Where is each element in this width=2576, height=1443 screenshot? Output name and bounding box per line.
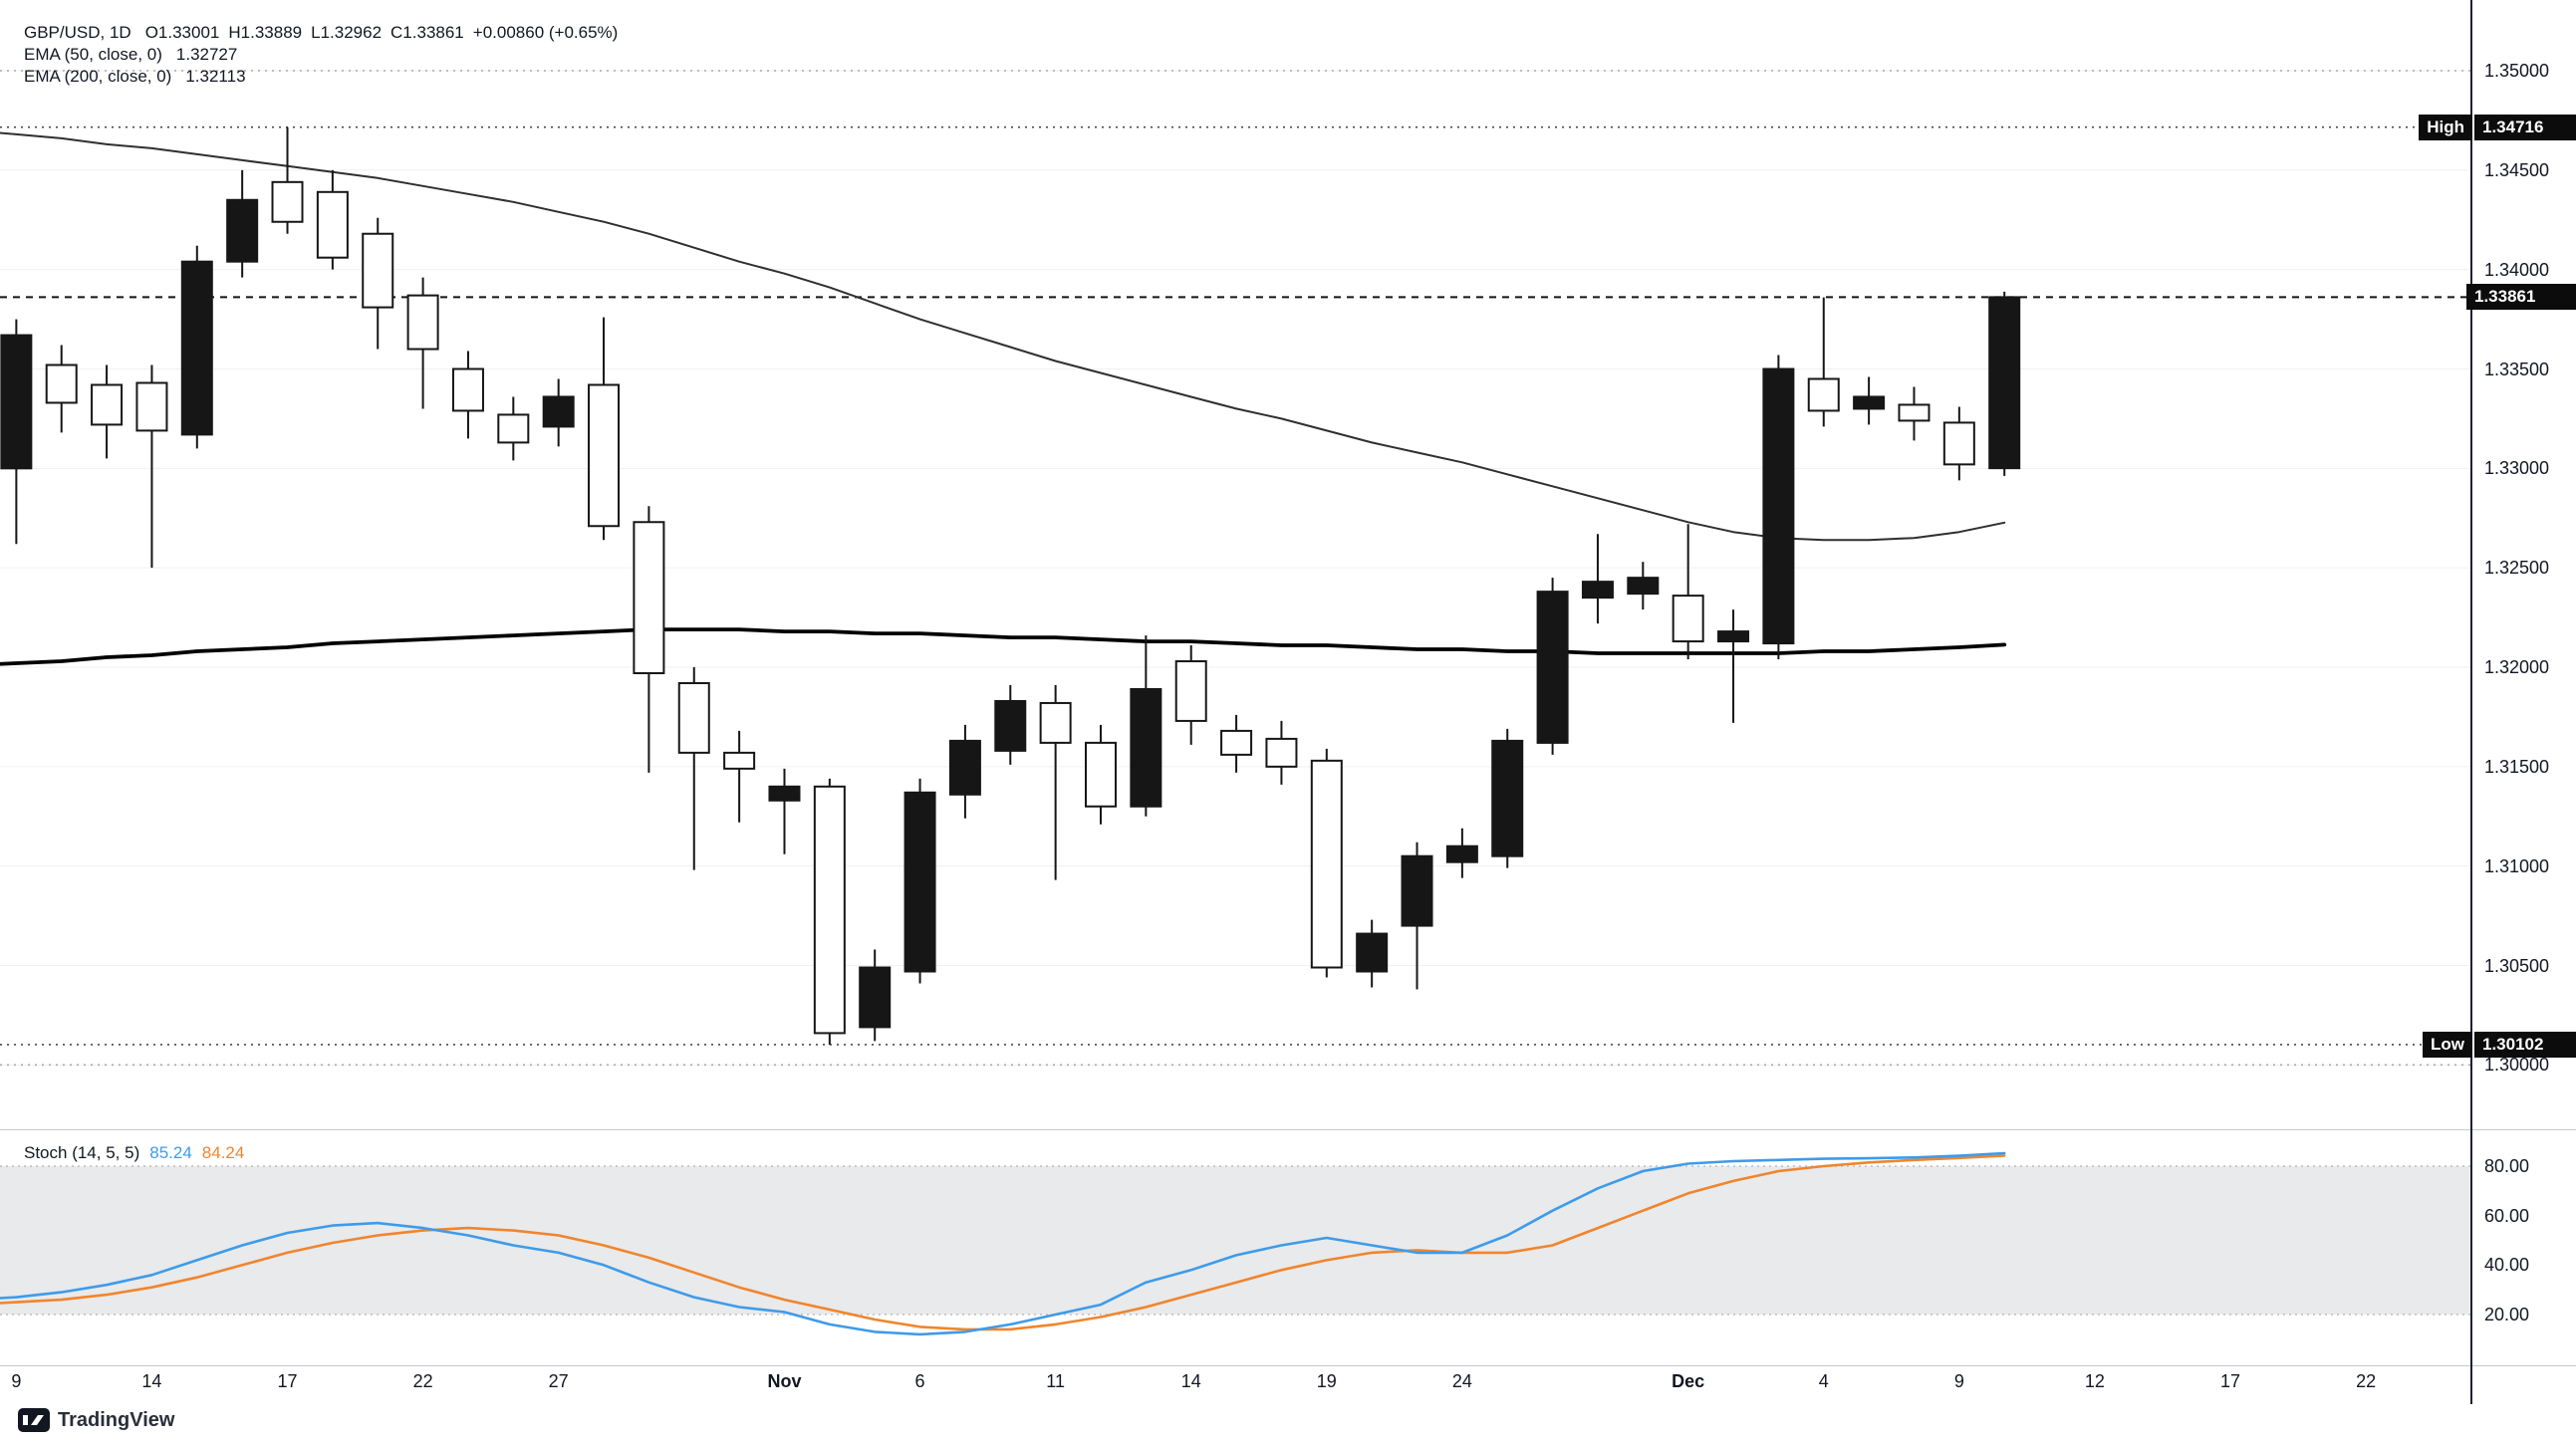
time-tick-label: 4: [1818, 1371, 1829, 1391]
time-tick-label: 14: [141, 1371, 162, 1391]
axis-tick-label: 1.31500: [2484, 756, 2550, 777]
time-tick-label: Dec: [1672, 1371, 1705, 1391]
high-badge-label: High: [2419, 114, 2472, 140]
ohlc-values: O1.33001 H1.33889 L1.32962 C1.33861 +0.0…: [145, 23, 619, 43]
low-badge-label: Low: [2423, 1031, 2472, 1058]
price-axis[interactable]: 1.35000 1.34500 1.34000 1.33500 1.33000 1.325…: [2472, 0, 2576, 1404]
open-value: O1.33001: [144, 23, 220, 42]
stoch-k-value: 85.24: [149, 1143, 192, 1162]
ema200-legend-row[interactable]: EMA (200, close, 0) 1.32113: [24, 66, 618, 88]
axis-tick-label: 1.32500: [2484, 558, 2550, 579]
time-tick-label: 19: [1316, 1371, 1337, 1391]
high-price-badge: High 1.34716: [2419, 114, 2576, 140]
ema200-value: 1.32113: [185, 67, 246, 86]
time-tick-label: 17: [2219, 1371, 2241, 1391]
axis-tick-label: 1.34500: [2484, 159, 2550, 180]
tradingview-logo-icon: [18, 1408, 50, 1432]
ema50-label: EMA (50, close, 0): [24, 45, 162, 64]
time-tick-label: 22: [2356, 1371, 2377, 1391]
ema50-line: [0, 131, 2006, 542]
price-level-lines: [0, 125, 2472, 1046]
last-price-badge: 1.33861: [2466, 284, 2576, 311]
low-badge-value: 1.30102: [2474, 1031, 2576, 1058]
time-axis-divider: [0, 1365, 2576, 1366]
time-tick-label: 12: [2084, 1371, 2105, 1391]
last-badge-value: 1.33861: [2466, 284, 2576, 311]
price-axis-border: [2470, 0, 2472, 1404]
time-tick-label: 11: [1046, 1371, 1065, 1391]
stoch-label: Stoch (14, 5, 5): [24, 1143, 140, 1162]
stoch-legend-row[interactable]: Stoch (14, 5, 5) 85.24 84.24: [24, 1142, 244, 1164]
axis-tick-label: 1.31000: [2484, 855, 2550, 876]
axis-tick-label: 20.00: [2484, 1304, 2530, 1324]
axis-tick-label: 1.34000: [2484, 259, 2550, 280]
time-tick-label: Nov: [767, 1371, 802, 1391]
axis-tick-label: 1.33000: [2484, 458, 2550, 479]
time-tick-label: 14: [1180, 1371, 1201, 1391]
axis-tick-label: 1.33500: [2484, 359, 2550, 379]
tradingview-logo-text: TradingView: [58, 1408, 175, 1431]
candles: [0, 126, 2021, 1045]
high-badge-value: 1.34716: [2474, 114, 2576, 140]
ema200-label: EMA (200, close, 0): [24, 67, 172, 86]
stoch-d-value: 84.24: [201, 1143, 245, 1162]
time-tick-label: 27: [548, 1371, 569, 1391]
stoch-band: [0, 1165, 2472, 1316]
pane-divider[interactable]: [0, 1129, 2576, 1130]
ema50-legend-row[interactable]: EMA (50, close, 0) 1.32727: [24, 44, 618, 66]
axis-tick-label: 80.00: [2484, 1156, 2530, 1176]
close-value: C1.33861: [390, 23, 464, 42]
time-tick-label: 17: [277, 1371, 298, 1391]
change-value: +0.00860 (+0.65%): [472, 23, 619, 42]
axis-tick-label: 1.35000: [2484, 61, 2550, 81]
low-value: L1.32962: [311, 23, 383, 42]
axis-tick-label: 1.30500: [2484, 955, 2550, 976]
price-grid: [0, 70, 2472, 1067]
time-axis[interactable]: 9 14 17 22 27 Nov 6 11 14 19 24 Dec 4 9 12 17 22: [0, 1368, 2470, 1398]
stoch-k-line: [0, 1151, 2006, 1336]
time-tick-label: 6: [914, 1371, 925, 1391]
ema50-value: 1.32727: [175, 45, 238, 64]
ema200-line: [0, 627, 2007, 666]
legend: GBP/USD, 1D O1.33001 H1.33889 L1.32962 C…: [24, 22, 618, 88]
tradingview-logo[interactable]: TradingView: [18, 1408, 174, 1432]
axis-tick-label: 1.30000: [2484, 1055, 2550, 1076]
high-value: H1.33889: [228, 23, 303, 42]
time-tick-label: 22: [412, 1371, 433, 1391]
symbol-legend-row[interactable]: GBP/USD, 1D O1.33001 H1.33889 L1.32962 C…: [24, 22, 618, 44]
axis-tick-label: 40.00: [2484, 1255, 2530, 1276]
time-tick-label: 24: [1451, 1371, 1472, 1391]
time-tick-label: 9: [1953, 1371, 1964, 1391]
low-price-badge: Low 1.30102: [2423, 1031, 2576, 1058]
axis-tick-label: 60.00: [2484, 1205, 2530, 1226]
axis-tick-label: 1.32000: [2484, 657, 2550, 677]
symbol-title: GBP/USD, 1D: [24, 23, 131, 42]
time-tick-label: 9: [11, 1371, 22, 1391]
